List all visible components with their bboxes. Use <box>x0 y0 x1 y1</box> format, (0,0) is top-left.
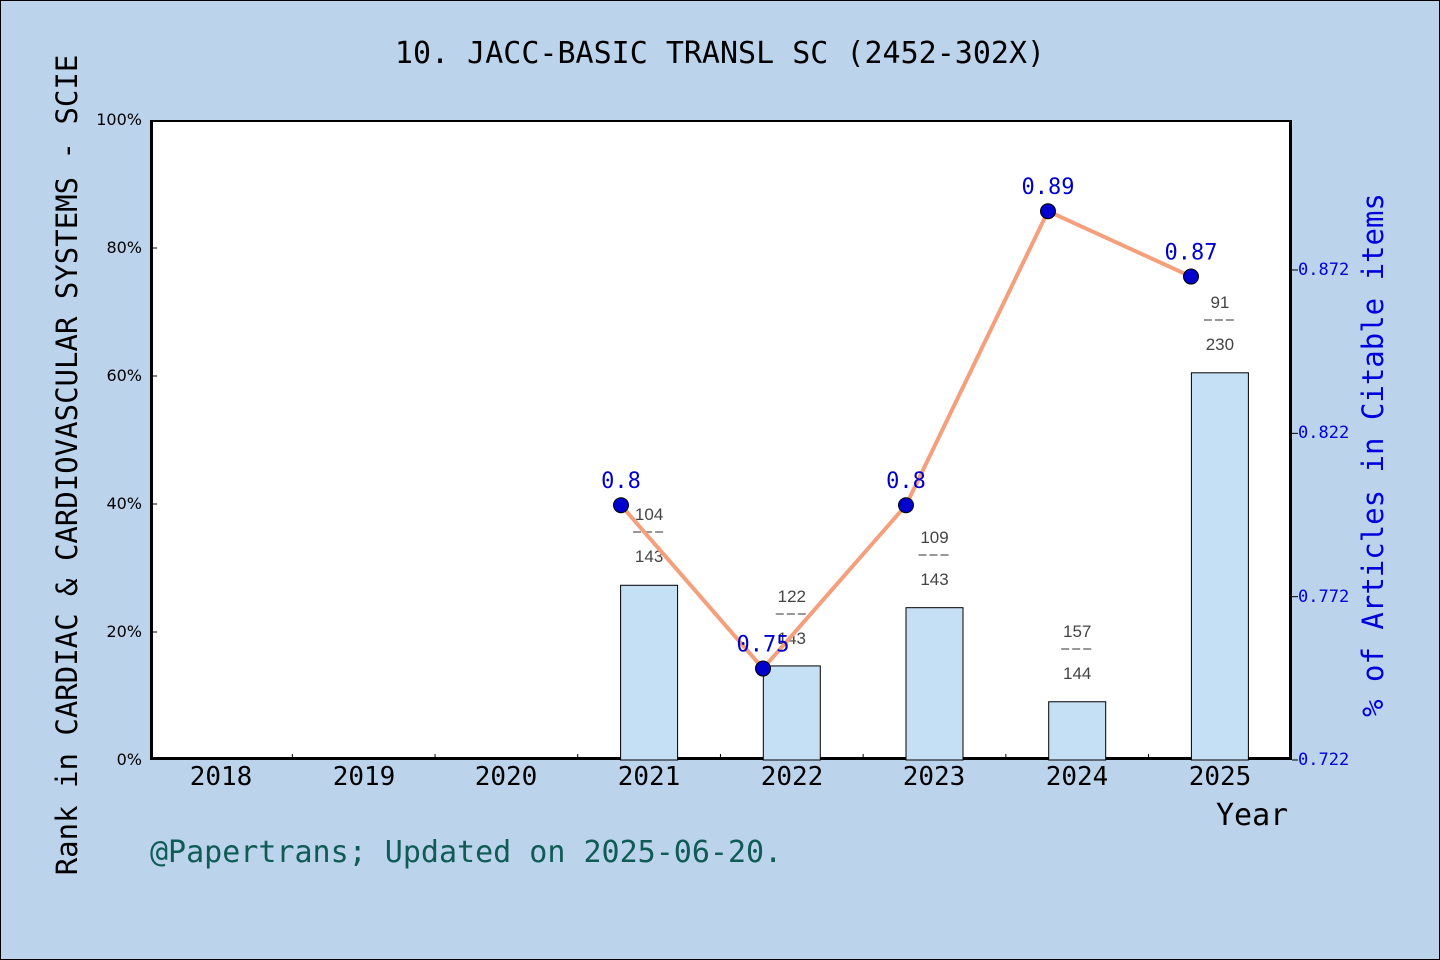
x-tick-2021: 2021 <box>617 762 681 792</box>
x-tick-2023: 2023 <box>902 762 966 792</box>
left-tick-100: 100% <box>96 110 142 129</box>
left-tick-20: 20% <box>106 622 142 641</box>
chart-title: 10. JACC-BASIC TRANSL SC (2452-302X) <box>394 36 1046 71</box>
x-tick-2022: 2022 <box>760 762 824 792</box>
right-axis-label: % of Articles in Citable items <box>1356 193 1390 717</box>
right-tick-0722: 0.722 <box>1298 750 1350 770</box>
plot-area <box>150 120 1292 760</box>
left-axis-label: Rank in CARDIAC & CARDIOVASCULAR SYSTEMS… <box>50 54 84 876</box>
left-tick-80: 80% <box>106 238 142 257</box>
x-tick-2024: 2024 <box>1045 762 1109 792</box>
x-tick-2019: 2019 <box>332 762 396 792</box>
right-tick-0872: 0.872 <box>1298 260 1350 280</box>
left-tick-0: 0% <box>116 750 142 769</box>
x-axis-label: Year <box>1216 798 1289 833</box>
left-tick-40: 40% <box>106 494 142 513</box>
right-tick-0822: 0.822 <box>1298 423 1350 443</box>
left-tick-60: 60% <box>106 366 142 385</box>
right-tick-0772: 0.772 <box>1298 587 1350 607</box>
x-tick-2020: 2020 <box>474 762 538 792</box>
footer-credit: @Papertrans; Updated on 2025-06-20. <box>150 835 783 870</box>
x-tick-2018: 2018 <box>189 762 253 792</box>
x-tick-2025: 2025 <box>1188 762 1252 792</box>
